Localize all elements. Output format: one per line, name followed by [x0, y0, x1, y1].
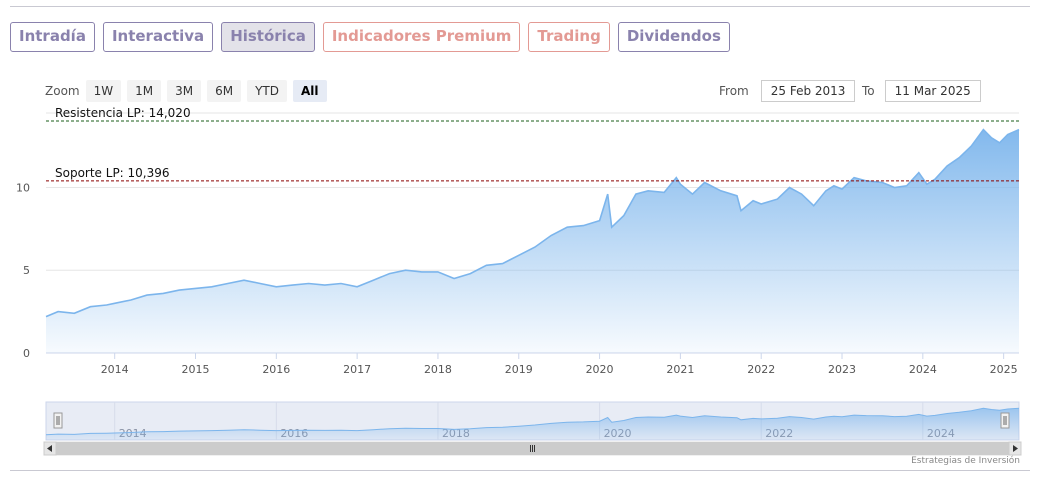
- navigator-handle-right[interactable]: [1000, 412, 1010, 429]
- from-label: From: [719, 84, 749, 98]
- price-area: [46, 129, 1019, 353]
- navigator-tick-label: 2024: [927, 427, 955, 440]
- x-tick-label: 2021: [666, 363, 694, 376]
- zoom-button-5[interactable]: All: [293, 80, 327, 102]
- navigator-tick-label: 2022: [765, 427, 793, 440]
- x-tick-label: 2020: [586, 363, 614, 376]
- zoom-controls: Zoom 1W 1M 3M 6M YTD All: [45, 80, 333, 102]
- navigator-mask: [45, 401, 1020, 441]
- price-line: [45, 128, 1020, 318]
- navigator-line: [45, 407, 1020, 436]
- navigator-tick-label: 2014: [119, 427, 147, 440]
- zoom-button-0[interactable]: 1W: [85, 80, 122, 102]
- tab-4[interactable]: Trading: [528, 22, 610, 52]
- x-tick-label: 2015: [182, 363, 210, 376]
- navigator-area: [46, 408, 1019, 440]
- tab-bar: Intradía Interactiva Histórica Indicadores …: [10, 22, 730, 52]
- navigator-tick-label: 2020: [604, 427, 632, 440]
- tab-5[interactable]: Dividendos: [617, 22, 730, 52]
- x-tick-label: 2025: [990, 363, 1018, 376]
- tab-2[interactable]: Histórica: [221, 22, 315, 52]
- top-divider: [10, 6, 1030, 7]
- y-tick-label: 5: [23, 264, 30, 277]
- x-tick-label: 2022: [747, 363, 775, 376]
- annotation-label-0: Resistencia LP: 14,020: [55, 106, 191, 120]
- x-tick-label: 2016: [262, 363, 290, 376]
- x-tick-label: 2017: [343, 363, 371, 376]
- to-date-input[interactable]: 11 Mar 2025: [884, 80, 981, 102]
- to-range: To 11 Mar 2025: [862, 80, 981, 102]
- navigator-handle-left[interactable]: [53, 412, 63, 429]
- zoom-button-3[interactable]: 6M: [207, 80, 242, 102]
- x-tick-label: 2024: [909, 363, 937, 376]
- bottom-divider: [10, 470, 1030, 471]
- navigator-tick-label: 2016: [280, 427, 308, 440]
- x-tick-label: 2014: [101, 363, 129, 376]
- zoom-label: Zoom: [45, 84, 80, 98]
- y-tick-label: 10: [16, 181, 30, 194]
- credit-text: Estrategias de Inversión: [911, 456, 1020, 466]
- tab-1[interactable]: Interactiva: [102, 22, 214, 52]
- zoom-button-4[interactable]: YTD: [247, 80, 287, 102]
- navigator-tick-label: 2018: [442, 427, 470, 440]
- x-tick-label: 2019: [505, 363, 533, 376]
- scrollbar-left-button[interactable]: [43, 441, 57, 456]
- tab-0[interactable]: Intradía: [10, 22, 95, 52]
- to-label: To: [862, 84, 875, 98]
- from-range: From 25 Feb 2013: [719, 80, 856, 102]
- navigator[interactable]: 2014 2016 2018 2020 2022 2024: [43, 401, 1022, 456]
- from-date-input[interactable]: 25 Feb 2013: [760, 80, 856, 102]
- scrollbar-track[interactable]: [43, 441, 1022, 456]
- annotation-label-1: Soporte LP: 10,396: [55, 166, 170, 180]
- x-tick-label: 2018: [424, 363, 452, 376]
- y-tick-label: 0: [23, 347, 30, 360]
- arrow-left-icon: [47, 445, 52, 452]
- x-tick-label: 2023: [828, 363, 856, 376]
- tab-3[interactable]: Indicadores Premium: [322, 22, 521, 52]
- scrollbar-right-button[interactable]: [1008, 441, 1022, 456]
- scrollbar-thumb[interactable]: [56, 442, 1009, 455]
- zoom-button-1[interactable]: 1M: [127, 80, 162, 102]
- zoom-button-2[interactable]: 3M: [167, 80, 202, 102]
- arrow-right-icon: [1013, 445, 1018, 452]
